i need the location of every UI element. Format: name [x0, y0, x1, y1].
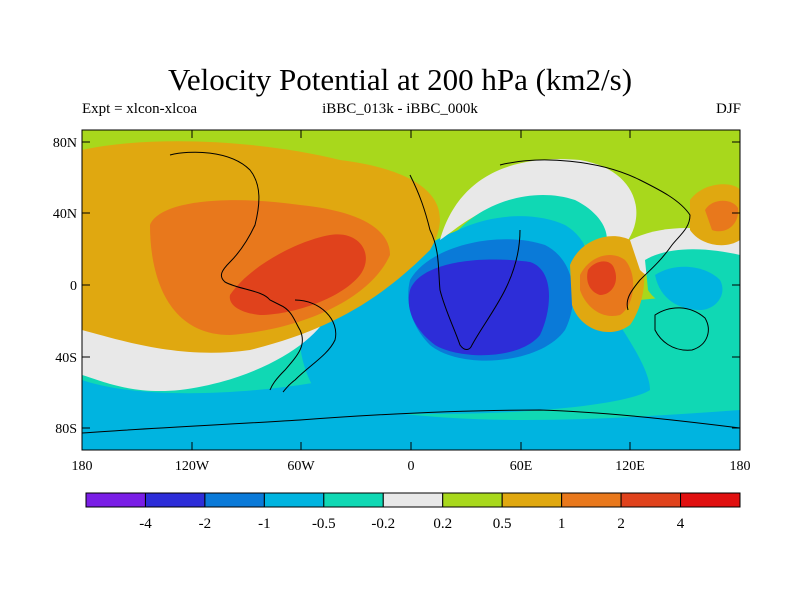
y-tick-eq: 0: [70, 279, 77, 294]
y-tick-labels: 80N 40N 0 40S 80S: [53, 136, 77, 437]
coastlines: [82, 151, 740, 434]
experiment-label: Expt = xlcon-xlcoa: [82, 101, 198, 117]
y-tick-80s: 80S: [55, 422, 77, 437]
colorbar-label: 0.5: [493, 516, 512, 532]
x-tick-0: 0: [408, 459, 415, 474]
colorbar-box: [620, 492, 682, 508]
y-tick-40n: 40N: [53, 207, 77, 222]
contour-fields: [82, 130, 740, 450]
coast-asia: [499, 159, 691, 311]
plot-title: Velocity Potential at 200 hPa (km2/s): [167, 62, 633, 97]
colorbar-box: [382, 492, 444, 508]
cyan-southwest: [82, 380, 330, 450]
coast-south-america: [282, 299, 337, 393]
colorbar-label: 4: [677, 516, 685, 532]
colorbar-boxes: [85, 492, 741, 508]
x-tick-60w: 60W: [287, 459, 315, 474]
coast-north-america: [169, 151, 303, 391]
y-tick-40s: 40S: [55, 351, 77, 366]
north-pacific-dark-blob: [705, 200, 739, 232]
colorbar-label: 1: [558, 516, 566, 532]
colorbar-label: 2: [617, 516, 625, 532]
coast-australia: [654, 307, 709, 351]
colorbar-label: -4: [139, 516, 152, 532]
pacific-cyan-region: [655, 266, 723, 310]
colorbar-label: 0.2: [433, 516, 452, 532]
y-tick-80n: 80N: [53, 136, 77, 151]
colorbar-label: -0.5: [312, 516, 336, 532]
colorbar-box: [263, 492, 325, 508]
colorbar-label: -1: [258, 516, 271, 532]
colorbar-label: -2: [199, 516, 212, 532]
coast-europe-africa: [409, 174, 521, 350]
subtitle-label: iBBC_013k - iBBC_000k: [322, 101, 478, 117]
x-tick-labels: 180 120W 60W 0 60E 120E 180: [72, 459, 751, 474]
season-label: DJF: [715, 101, 741, 117]
colorbar-box: [442, 492, 503, 508]
colorbar-box: [204, 492, 265, 508]
y-axis: [82, 141, 740, 429]
colorbar-box: [323, 492, 384, 508]
x-tick-60e: 60E: [510, 459, 533, 474]
africa-negative-core: [408, 259, 550, 356]
colorbar-label: -0.2: [371, 516, 395, 532]
colorbar-box: [501, 492, 563, 508]
colorbar-box: [144, 492, 206, 508]
colorbar-box: [680, 492, 741, 508]
x-tick-180w: 180: [72, 459, 93, 474]
x-tick-120e: 120E: [615, 459, 645, 474]
x-axis: [81, 130, 741, 450]
colorbar-labels: -4 -2 -1 -0.5 -0.2 0.2 0.5 1 2 4: [139, 516, 685, 532]
cyan-south-polar: [320, 400, 740, 450]
x-tick-180e: 180: [730, 459, 751, 474]
colorbar-box: [85, 492, 146, 508]
coast-antarctica: [82, 409, 740, 434]
colorbar-box: [561, 492, 622, 508]
x-tick-120w: 120W: [175, 459, 210, 474]
europe-orange-blob: [82, 199, 107, 248]
maritime-red-core: [587, 261, 617, 295]
